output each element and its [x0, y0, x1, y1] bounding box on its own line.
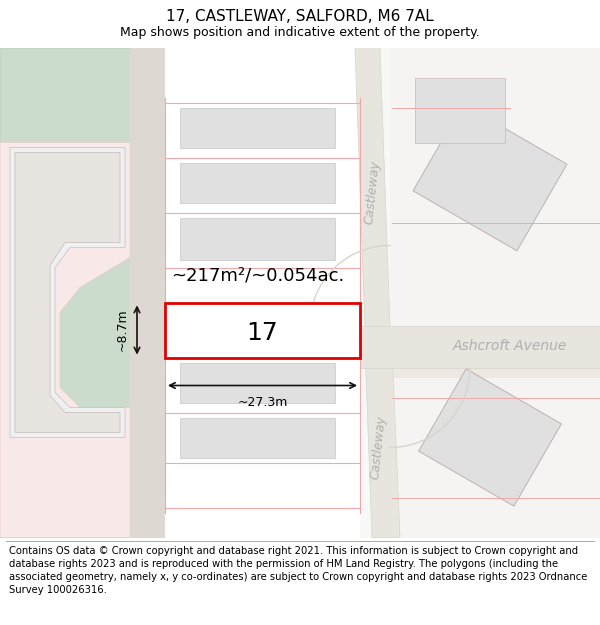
Polygon shape [130, 48, 165, 538]
Polygon shape [365, 348, 400, 538]
Text: Contains OS data © Crown copyright and database right 2021. This information is : Contains OS data © Crown copyright and d… [9, 546, 587, 594]
Bar [180, 162, 335, 202]
Polygon shape [390, 357, 600, 377]
Bar [180, 308, 330, 352]
Text: Castleway: Castleway [368, 415, 388, 480]
Polygon shape [15, 152, 120, 432]
Bar [180, 418, 335, 457]
Polygon shape [419, 369, 562, 506]
Bar [180, 217, 335, 259]
Polygon shape [355, 48, 390, 328]
Bar [415, 78, 505, 142]
Text: 17, CASTLEWAY, SALFORD, M6 7AL: 17, CASTLEWAY, SALFORD, M6 7AL [166, 9, 434, 24]
Text: ~27.3m: ~27.3m [238, 396, 287, 409]
Bar [180, 107, 335, 148]
Polygon shape [10, 148, 125, 438]
Text: Castleway: Castleway [362, 160, 382, 225]
Polygon shape [0, 142, 130, 538]
Text: ~8.7m: ~8.7m [116, 309, 129, 351]
Polygon shape [0, 248, 130, 538]
Bar [165, 302, 360, 358]
Polygon shape [413, 104, 567, 251]
Text: Ashcroft Avenue: Ashcroft Avenue [453, 339, 567, 354]
Text: Map shows position and indicative extent of the property.: Map shows position and indicative extent… [120, 26, 480, 39]
Bar [165, 48, 360, 538]
Polygon shape [0, 48, 130, 148]
Bar [180, 362, 335, 403]
Text: 17: 17 [247, 321, 278, 345]
Text: ~217m²/~0.054ac.: ~217m²/~0.054ac. [171, 266, 344, 284]
Polygon shape [0, 48, 600, 538]
Bar [390, 48, 600, 538]
Polygon shape [360, 326, 600, 367]
